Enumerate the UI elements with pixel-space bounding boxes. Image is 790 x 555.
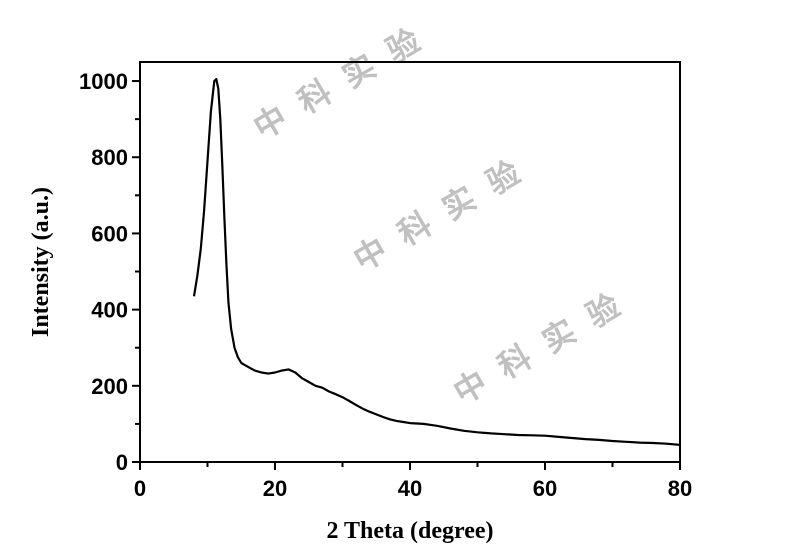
y-axis-title: Intensity (a.u.) <box>28 187 54 337</box>
watermark-2: 中 科 实 验 <box>347 151 530 279</box>
x-axis-title: 2 Theta (degree) <box>326 518 493 544</box>
y-tick-label: 0 <box>116 450 128 475</box>
series-line <box>192 78 681 446</box>
watermark-1: 中 科 实 验 <box>247 19 430 147</box>
x-tick-label: 40 <box>398 476 422 501</box>
x-tick-label: 20 <box>263 476 287 501</box>
y-tick-label: 800 <box>91 145 128 170</box>
y-tick-label: 600 <box>91 221 128 246</box>
x-tick-label: 60 <box>533 476 557 501</box>
x-tick-label: 0 <box>134 476 146 501</box>
y-tick-label: 200 <box>91 374 128 399</box>
watermark-3: 中 科 实 验 <box>447 284 630 412</box>
x-tick-label: 80 <box>668 476 692 501</box>
y-tick-label: 400 <box>91 298 128 323</box>
y-tick-label: 1000 <box>79 69 128 94</box>
